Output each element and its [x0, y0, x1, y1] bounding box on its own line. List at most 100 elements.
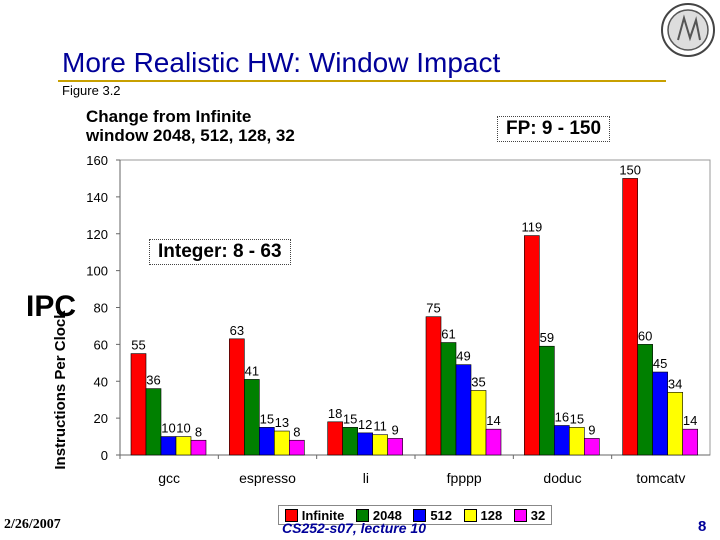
bar-2048-doduc — [539, 345, 555, 456]
bar-128-doduc — [569, 427, 585, 456]
bar-32-gcc — [190, 439, 207, 456]
bar-512-doduc — [554, 425, 570, 456]
footer-page-number: 8 — [698, 518, 707, 535]
bar-2048-tomcatv — [637, 344, 653, 456]
data-label: 63 — [230, 323, 244, 338]
data-label: 8 — [293, 424, 300, 439]
data-label: 16 — [555, 410, 569, 425]
data-label: 9 — [588, 422, 595, 437]
legend-label: 512 — [430, 507, 453, 523]
x-tick-label-fpppp: fpppp — [447, 470, 482, 486]
data-label: 18 — [328, 406, 342, 421]
y-tick-label: 160 — [86, 153, 108, 168]
legend-label: 128 — [480, 507, 503, 523]
data-label: 15 — [343, 411, 357, 426]
y-tick-label: 80 — [94, 301, 108, 316]
bar-512-fpppp — [455, 364, 472, 456]
bar-infinite-tomcatv — [622, 178, 638, 456]
slide-title: More Realistic HW: Window Impact — [62, 47, 501, 78]
plot-area — [119, 159, 711, 456]
bar-infinite-gcc — [130, 353, 147, 456]
footer-date: 2/26/2007 — [4, 517, 61, 532]
data-label: 36 — [146, 373, 160, 388]
data-label: 41 — [245, 363, 259, 378]
chart-bars — [130, 178, 698, 456]
data-label: 10 — [176, 421, 190, 436]
data-label: 49 — [456, 349, 470, 364]
fp-range-callout: FP: 9 - 150 — [497, 116, 611, 142]
bar-512-li — [357, 432, 373, 456]
x-tick-label-doduc: doduc — [543, 470, 581, 486]
data-label: 15 — [570, 411, 584, 426]
bar-2048-gcc — [145, 388, 162, 456]
bar-infinite-li — [327, 421, 343, 456]
university-seal-icon — [661, 3, 715, 57]
legend-swatch — [355, 508, 369, 522]
bar-128-gcc — [175, 436, 192, 456]
data-label: 45 — [653, 356, 667, 371]
bar-32-fpppp — [485, 428, 502, 456]
y-tick-label: 40 — [94, 374, 108, 389]
data-label: 15 — [260, 411, 274, 426]
x-tick-label-li: li — [363, 470, 369, 486]
legend-item-infinite: Infinite — [284, 507, 345, 523]
x-tick-label-tomcatv: tomcatv — [636, 470, 685, 486]
legend-swatch — [513, 508, 527, 522]
data-label: 150 — [619, 162, 641, 177]
legend-item-32: 32 — [513, 507, 546, 523]
legend-item-512: 512 — [413, 508, 452, 523]
bar-128-espresso — [274, 430, 290, 456]
y-axis-label: Instructions Per Clock — [52, 310, 69, 470]
x-tick-label-gcc: gcc — [158, 470, 180, 486]
data-label: 8 — [195, 424, 202, 439]
bar-32-espresso — [289, 439, 305, 456]
data-label: 75 — [426, 301, 440, 316]
legend-label: 32 — [530, 507, 546, 523]
integer-range-callout: Integer: 8 - 63 — [149, 239, 291, 265]
bar-512-tomcatv — [652, 371, 668, 456]
chart-y-ticks: 0 20 40 60 80 100 120 140 160 — [86, 153, 120, 463]
x-tick-label-espresso: espresso — [239, 470, 296, 486]
y-tick-label: 100 — [86, 264, 108, 279]
legend-swatch — [413, 508, 427, 522]
data-label: 59 — [540, 330, 554, 345]
bar-2048-fpppp — [440, 342, 457, 456]
chart-x-ticks: gcc espresso li fpppp doduc tomcatv — [119, 455, 685, 486]
y-tick-label: 0 — [101, 448, 108, 463]
bar-infinite-doduc — [524, 235, 540, 456]
bar-512-espresso — [259, 427, 275, 456]
bar-128-fpppp — [470, 390, 487, 456]
data-label: 9 — [392, 422, 399, 437]
y-tick-label: 140 — [86, 190, 108, 205]
bar-128-tomcatv — [667, 392, 683, 456]
bar-32-li — [387, 438, 403, 456]
legend-swatch — [284, 508, 298, 522]
legend-swatch — [463, 508, 477, 522]
title-underline — [58, 80, 666, 82]
chart-axes — [119, 159, 711, 456]
bar-infinite-fpppp — [425, 316, 442, 456]
bar-32-tomcatv — [682, 428, 698, 456]
data-label: 10 — [161, 421, 175, 436]
data-label: 34 — [668, 376, 682, 391]
data-label: 55 — [131, 338, 145, 353]
y-tick-label: 60 — [94, 337, 108, 352]
data-label: 61 — [441, 327, 455, 342]
legend-label: Infinite — [301, 507, 345, 523]
chart-legend: Infinite 2048 512 128 32 — [278, 505, 552, 525]
y-tick-label: 120 — [86, 227, 108, 242]
ipc-label: IPC — [26, 290, 77, 323]
bar-32-doduc — [584, 438, 600, 456]
change-note-line2: window 2048, 512, 128, 32 — [86, 126, 295, 145]
bar-2048-li — [342, 427, 358, 456]
bar-2048-espresso — [244, 379, 260, 456]
legend-item-2048: 2048 — [355, 508, 402, 523]
data-label: 11 — [373, 419, 387, 434]
bar-128-li — [372, 434, 388, 456]
change-note-line1: Change from Infinite — [86, 107, 252, 126]
figure-label: Figure 3.2 — [62, 83, 121, 98]
data-label: 60 — [638, 328, 652, 343]
data-label: 14 — [486, 413, 500, 428]
data-label: 35 — [471, 374, 485, 389]
